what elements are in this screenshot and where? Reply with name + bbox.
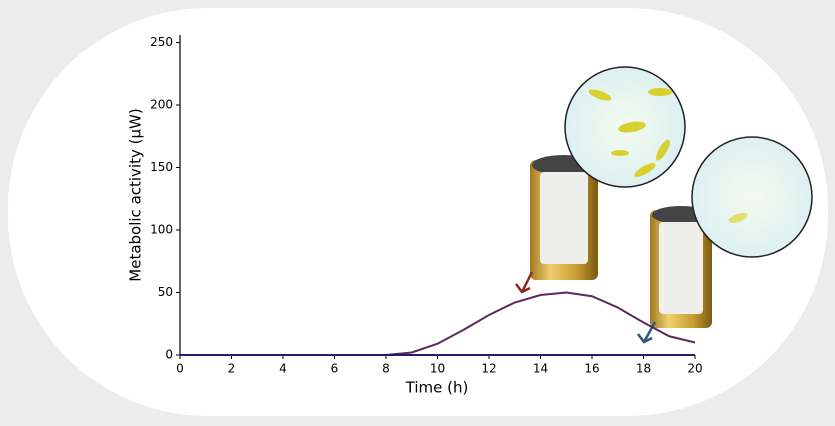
x-tick-label: 0: [176, 362, 184, 376]
canister-illustration: [530, 155, 598, 280]
x-tick-label: 12: [481, 362, 496, 376]
y-tick-label: 0: [165, 348, 173, 362]
x-tick-label: 10: [430, 362, 445, 376]
x-tick-label: 2: [228, 362, 236, 376]
y-tick-label: 150: [150, 160, 173, 174]
x-tick-label: 4: [279, 362, 287, 376]
canister-illustration: [650, 206, 712, 328]
y-tick-label: 250: [150, 35, 173, 49]
y-tick-label: 50: [158, 285, 173, 299]
arrow: [515, 271, 657, 344]
y-tick-label: 200: [150, 98, 173, 112]
x-tick-label: 16: [584, 362, 599, 376]
x-tick-label: 18: [636, 362, 651, 376]
y-axis-label: Metabolic activity (μW): [127, 108, 145, 281]
x-tick-label: 8: [382, 362, 390, 376]
x-axis-label: Time (h): [405, 379, 469, 397]
x-tick-label: 6: [331, 362, 339, 376]
bacteria-illustration: [691, 136, 813, 258]
x-tick-label: 20: [687, 362, 702, 376]
bacteria-illustration: [564, 66, 686, 188]
y-tick-label: 100: [150, 223, 173, 237]
x-tick-label: 14: [533, 362, 548, 376]
